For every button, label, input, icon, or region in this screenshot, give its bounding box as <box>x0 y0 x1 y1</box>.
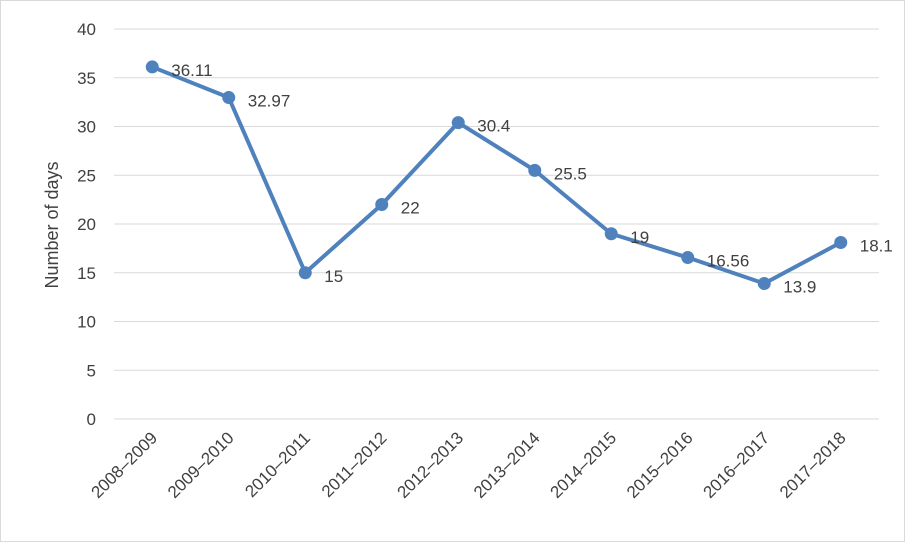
data-label: 16.56 <box>707 252 750 271</box>
data-point <box>604 227 618 241</box>
x-tick-label: 2010–2011 <box>241 428 314 501</box>
data-label: 19 <box>630 228 649 247</box>
data-label: 25.5 <box>554 164 587 183</box>
y-tick-label: 5 <box>87 361 96 380</box>
gridlines <box>114 28 879 420</box>
x-tick-label: 2012–2013 <box>393 428 467 502</box>
data-point <box>681 251 695 265</box>
y-tick-label: 20 <box>77 215 96 234</box>
data-label: 36.11 <box>171 61 212 80</box>
data-point <box>528 163 542 177</box>
data-point <box>757 276 771 290</box>
data-label: 13.9 <box>783 277 816 296</box>
data-label: 32.97 <box>248 92 291 111</box>
data-point <box>222 91 236 105</box>
series-line-layer <box>150 64 843 286</box>
y-tick-label: 40 <box>77 20 96 39</box>
data-label: 18.1 <box>860 237 893 256</box>
data-label: 30.4 <box>477 117 510 136</box>
x-tick-label: 2017–2018 <box>776 428 850 502</box>
x-tick-label: 2011–2012 <box>318 428 391 501</box>
x-tick-label: 2014–2015 <box>546 428 620 502</box>
data-point <box>145 60 159 74</box>
data-point <box>375 198 389 211</box>
y-axis-ticks: 0 5 10 15 20 25 30 35 40 <box>77 20 96 429</box>
y-axis-title: Number of days <box>42 161 62 288</box>
x-tick-label: 2013–2014 <box>470 428 544 502</box>
data-point <box>298 266 312 280</box>
data-point <box>834 236 848 250</box>
x-tick-label: 2015–2016 <box>623 428 697 502</box>
x-tick-label: 2009–2010 <box>164 428 238 502</box>
x-tick-label: 2008–2009 <box>87 428 161 502</box>
y-tick-label: 30 <box>77 118 96 137</box>
data-labels: 36.11 32.97 15 22 30.4 25.5 19 16.56 13.9 18.1 <box>171 61 893 297</box>
y-tick-label: 10 <box>77 313 96 332</box>
data-points <box>145 60 848 290</box>
y-tick-label: 0 <box>87 410 96 429</box>
series-line <box>150 64 843 286</box>
x-tick-label: 2016–2017 <box>699 428 773 502</box>
data-label: 15 <box>324 267 343 286</box>
data-label: 22 <box>401 199 420 218</box>
data-point <box>451 116 465 130</box>
y-tick-label: 15 <box>77 264 96 283</box>
y-tick-label: 35 <box>77 69 96 88</box>
y-tick-label: 25 <box>77 166 96 185</box>
x-axis-ticks: 2008–2009 2009–2010 2010–2011 2011–2012 2012… <box>87 428 849 502</box>
